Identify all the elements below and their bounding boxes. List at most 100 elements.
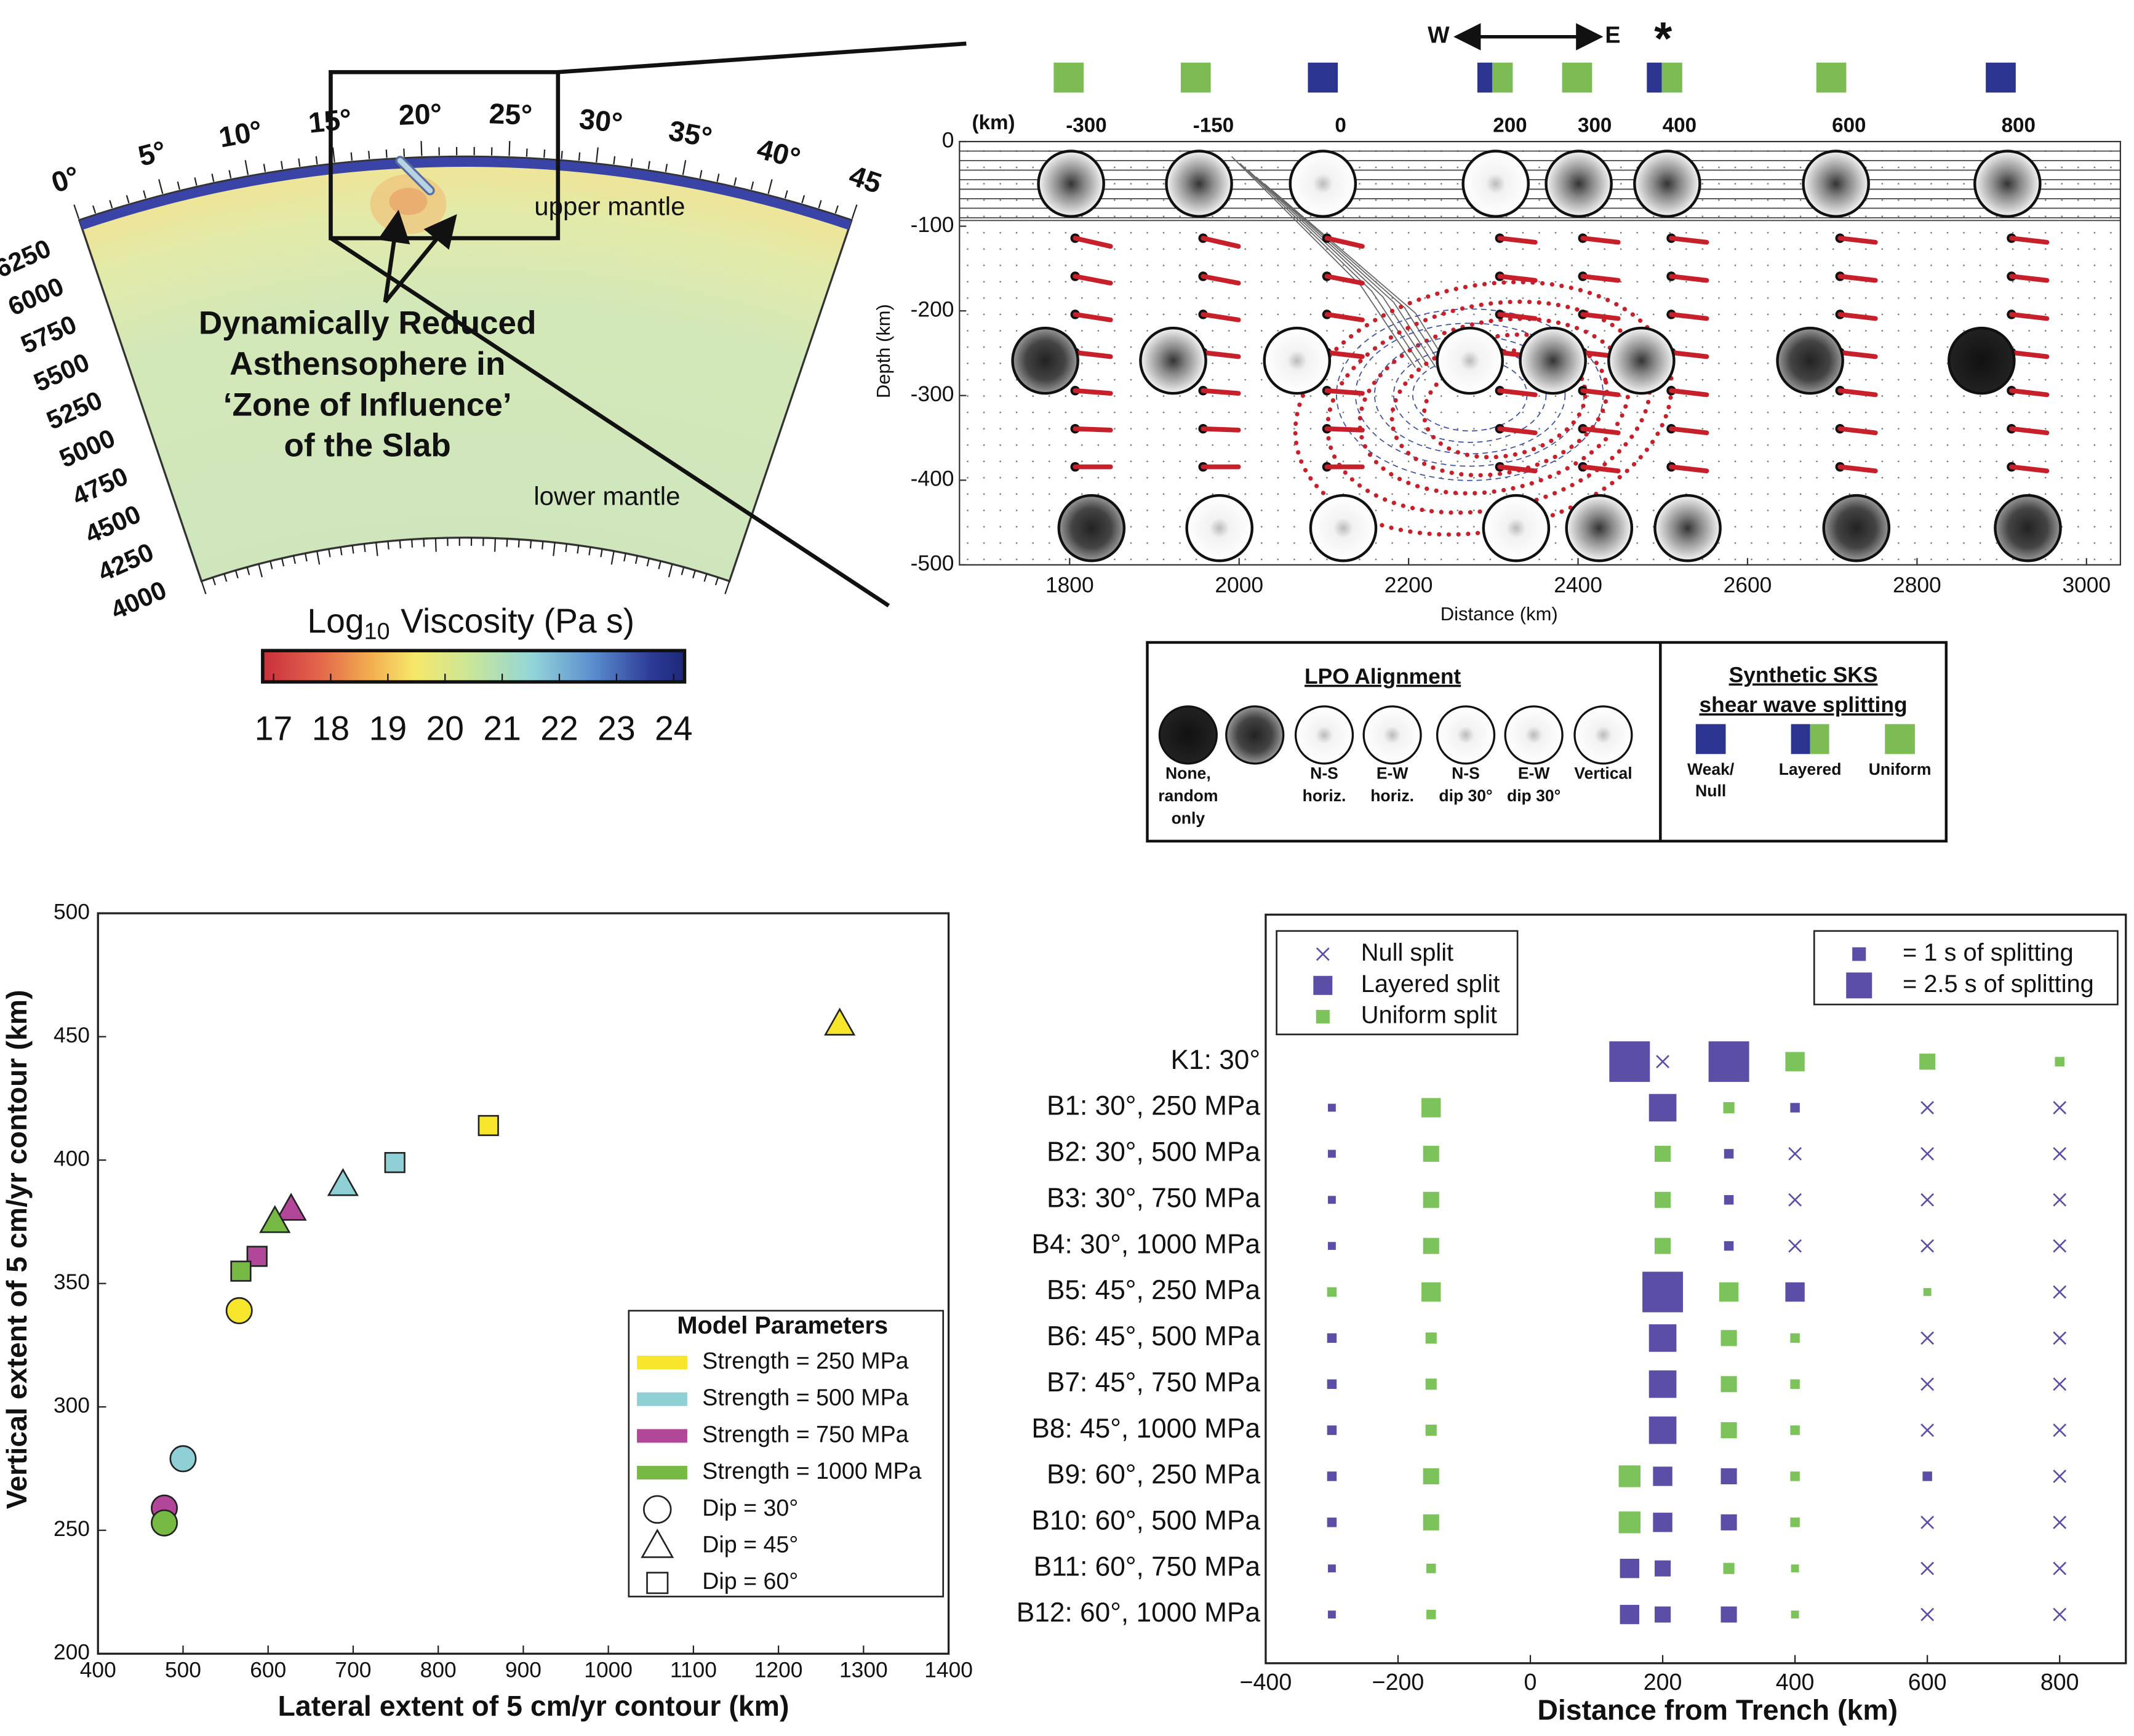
lpo-stereonet xyxy=(1187,495,1252,561)
arc-tick xyxy=(624,553,626,561)
split-marker xyxy=(1721,1607,1737,1623)
lpo-legend-label: None, xyxy=(1165,764,1211,783)
arc-tick xyxy=(127,195,129,203)
split-marker xyxy=(1642,1272,1683,1313)
y-tick-label: -200 xyxy=(911,298,954,322)
arc-tick xyxy=(613,156,615,164)
arc-tick xyxy=(682,567,684,575)
x-tick-label: 800 xyxy=(2040,1669,2079,1695)
lpo-stereonet xyxy=(1521,328,1586,393)
split-marker xyxy=(1724,1241,1733,1250)
lpo-stereonet xyxy=(1949,328,2014,393)
category-label: K1: 30° xyxy=(1171,1045,1261,1075)
arc-tick xyxy=(577,545,578,553)
split-marker xyxy=(1327,1334,1337,1343)
split-marker xyxy=(1790,1471,1799,1481)
sks-legend-symbol xyxy=(1696,724,1726,754)
legend-label: Strength = 250 MPa xyxy=(702,1348,908,1374)
station-unit: (km) xyxy=(972,111,1015,134)
split-marker xyxy=(1328,1150,1336,1158)
arc-tick xyxy=(236,570,238,578)
size-legend-label: = 1 s of splitting xyxy=(1903,939,2074,966)
x-tick-label: 1200 xyxy=(754,1658,803,1682)
split-marker xyxy=(1423,1468,1439,1484)
lpo-stereonet xyxy=(1166,151,1231,217)
lpo-stereonet xyxy=(1311,495,1376,561)
legend-marker xyxy=(1316,1010,1330,1023)
longitude-label: 20° xyxy=(398,97,442,131)
lpo-stereonet xyxy=(1484,495,1549,561)
split-marker xyxy=(1785,1282,1804,1302)
colorbar-tick-label: 21 xyxy=(483,709,521,747)
direction-label: E xyxy=(1605,22,1620,48)
x-tick-label: −200 xyxy=(1372,1669,1425,1695)
y-tick-label: 300 xyxy=(54,1394,90,1418)
station-label: 600 xyxy=(1832,114,1866,137)
lpo-stereonet xyxy=(1608,328,1674,393)
arc-tick xyxy=(213,577,215,585)
arc-tick xyxy=(631,159,633,167)
split-marker xyxy=(1423,1192,1439,1208)
arc-tick xyxy=(658,561,660,569)
longitude-label: 45 xyxy=(845,159,886,199)
arc-tick xyxy=(230,170,231,178)
arc-tick xyxy=(693,570,695,578)
annotation: Dynamically Reduced xyxy=(199,305,537,342)
legend-label: Strength = 750 MPa xyxy=(702,1421,908,1447)
split-marker xyxy=(1709,1041,1749,1082)
arc-tick xyxy=(93,206,95,214)
lpo-legend-label: E-W xyxy=(1377,764,1409,783)
arc-tick xyxy=(329,549,330,557)
sks-legend-symbol xyxy=(1885,724,1915,754)
arc-tick xyxy=(305,553,307,561)
split-marker xyxy=(1328,1564,1336,1572)
longitude-label: 25° xyxy=(489,97,533,131)
lpo-stereonet xyxy=(1437,328,1503,393)
x-tick-label: 3000 xyxy=(2062,574,2111,598)
lpo-stereonet xyxy=(1463,151,1529,217)
split-marker xyxy=(1724,1149,1733,1158)
legend-title: Model Parameters xyxy=(677,1312,888,1339)
split-marker xyxy=(1724,1102,1735,1113)
station-splitting xyxy=(1308,63,1338,93)
split-marker xyxy=(1327,1425,1337,1434)
split-marker xyxy=(1721,1468,1737,1484)
legend-swatch xyxy=(637,1393,687,1406)
longitude-label: 10° xyxy=(217,114,265,154)
lpo-legend-label: only xyxy=(1172,809,1205,827)
legend-label: Null split xyxy=(1361,939,1453,966)
lpo-legend-label: dip 30° xyxy=(1439,786,1492,805)
split-marker xyxy=(1790,1518,1799,1527)
annotation: Asthensophere in xyxy=(230,346,505,382)
category-label: B10: 60°, 500 MPa xyxy=(1031,1506,1260,1536)
sks-legend-label: Null xyxy=(1695,782,1726,800)
size-legend-marker xyxy=(1846,972,1872,998)
split-marker xyxy=(1649,1094,1677,1122)
colorbar-tick-label: 22 xyxy=(540,709,578,747)
title-subscript: 10 xyxy=(364,618,390,644)
colorbar-tick-label: 24 xyxy=(655,709,693,747)
arc-tick xyxy=(589,547,590,555)
split-marker xyxy=(1721,1330,1737,1346)
lpo-stereonet xyxy=(1039,151,1104,217)
sks-legend-label: Weak/ xyxy=(1687,760,1735,778)
arc-tick xyxy=(110,200,112,208)
lpo-legend-symbol xyxy=(1575,706,1632,764)
arc-tick xyxy=(601,549,602,557)
longitude-label: 0° xyxy=(47,160,84,199)
arc-tick xyxy=(212,174,214,182)
point xyxy=(170,1446,196,1471)
split-marker xyxy=(1653,1466,1672,1486)
split-marker xyxy=(1724,1195,1733,1204)
arc-tick xyxy=(669,564,673,577)
station-label: 200 xyxy=(1493,114,1527,137)
sks-legend-symbol xyxy=(1810,724,1829,754)
split-marker xyxy=(1426,1610,1436,1619)
x-tick-label: 2000 xyxy=(1215,574,1263,598)
legend-label: Dip = 60° xyxy=(702,1568,798,1594)
direction-label: W xyxy=(1428,22,1450,48)
arc-tick xyxy=(247,567,250,575)
arc-tick xyxy=(294,556,295,564)
arc-tick xyxy=(264,164,265,172)
